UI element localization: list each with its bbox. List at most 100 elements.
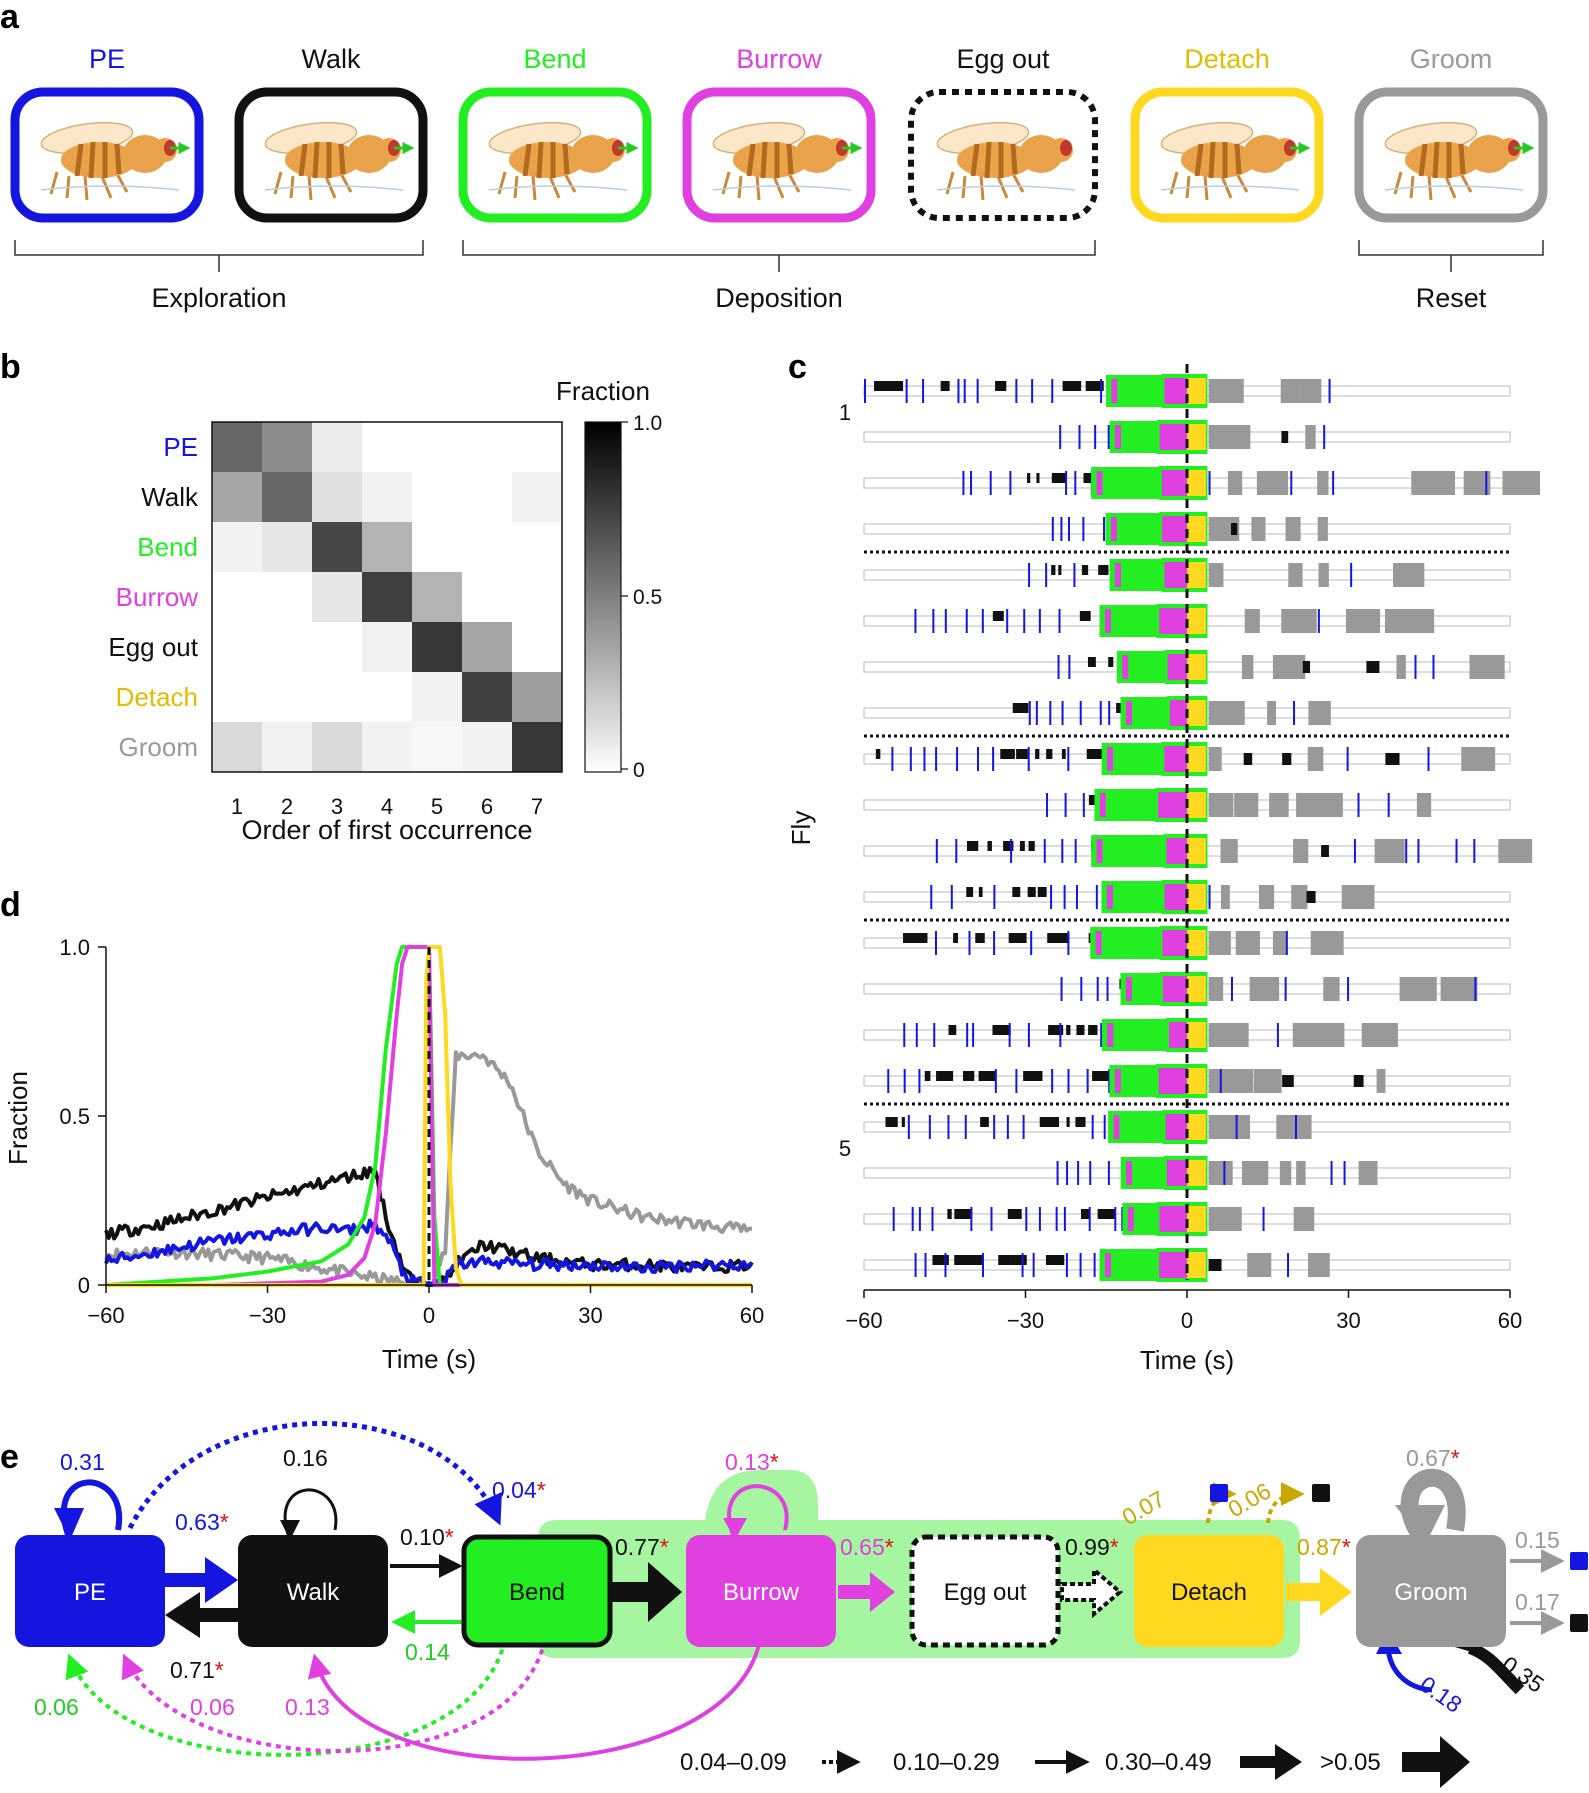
walk-bout [978,1071,997,1081]
walk-bout [1000,749,1015,759]
walk-bout [1036,473,1040,483]
heatmap-cell [412,672,462,722]
pe-bout [923,747,926,771]
walk-bout [1281,431,1289,443]
groom-bout [1317,517,1328,541]
behavior-title: Burrow [736,44,822,74]
groom-bout [1220,1023,1249,1047]
walk-bout [875,749,881,759]
heatmap-cell [512,572,562,622]
heatmap-col-label: 7 [531,794,543,819]
walk-bout [987,841,992,851]
pe-bout [1114,1207,1117,1231]
pe-bout [993,931,996,955]
edge-label-burrow-walk: 0.13 [285,1694,330,1720]
walk-bout [992,1025,1011,1035]
pe-bout [1028,563,1031,587]
egg-out-node [909,1534,1061,1648]
pe-bout [934,931,937,955]
pe-bout [933,1023,936,1047]
pe-bout [1009,471,1012,495]
pe-bout [1046,793,1049,817]
pe-bout [892,1207,895,1231]
colorbar [584,421,622,773]
pe-bout [1061,839,1064,863]
pe-bout [1068,655,1071,679]
edge-label-groom-self: 0.67* [1406,1445,1460,1471]
heatmap-cell [362,672,412,722]
bend-to-pe-arc [65,1639,507,1757]
pe-bout [1208,471,1211,495]
pe-bout [1051,379,1054,403]
detach-bout [1187,838,1206,864]
group-label: Reset [1416,283,1487,313]
pe-bout [1050,885,1053,909]
burrow-bout [1166,1160,1187,1186]
pe-bout [993,885,996,909]
walk-bout [1015,1255,1027,1265]
pe-bout [950,885,953,909]
pe-bout [1021,1253,1024,1277]
pe-bout [907,1115,910,1139]
pe-bout [1106,977,1109,1001]
pe-bout [924,1253,927,1277]
heatmap-cell [212,722,262,772]
pe-bout [1065,471,1068,495]
burrow-bout [1159,608,1187,634]
pe-bout [965,609,968,633]
pe-bout [1008,1023,1011,1047]
burrow-node-label: Burrow [723,1579,800,1606]
pe-bout [935,839,938,863]
legend-label-2: 0.10–0.29 [893,1749,1000,1776]
pe-bout [905,379,908,403]
panel-d-line-chart: −60 −30 0 30 60 0 0.5 1.0 Time (s) Fraction [3,935,764,1374]
groom-bout [1241,655,1254,679]
pe-bout [970,471,973,495]
detach-to-groom-arrow [1286,1568,1352,1616]
pe-bout [963,379,966,403]
heatmap-col-label: 2 [281,794,293,819]
groom-bout [1345,609,1381,633]
pe-bout [1031,379,1034,403]
x-tick-label: 60 [1498,1308,1522,1333]
edge-label-pe-walk: 0.63* [175,1509,229,1535]
pe-bout [903,1069,906,1093]
walk-bout [998,1255,1016,1265]
walk-bout [1048,1025,1064,1035]
burrow-bout [1126,1161,1133,1185]
edge-label-detach-groom: 0.87* [1297,1534,1351,1560]
walk-bout [1003,841,1014,851]
burrow-bout [1127,1207,1134,1231]
burrow-bout [1158,792,1187,818]
walk-bout [978,887,983,897]
burrow-bout [1162,470,1187,496]
pe-bout [1088,1207,1091,1231]
pe-bout [1035,701,1038,725]
heatmap-cell [262,572,312,622]
pe-bout [1067,747,1070,771]
heatmap-cell [262,422,312,472]
burrow-bout [1125,701,1132,725]
pe-bout [1432,655,1435,679]
groom-bout [1329,1023,1345,1047]
walk-node-label: Walk [287,1579,340,1606]
heatmap-cell [462,572,512,622]
burrow-bout [1164,746,1187,772]
pe-bout [1262,1207,1265,1231]
bend-node [461,1534,613,1648]
pe-bout [972,1023,975,1047]
heatmap-cell [262,722,312,772]
walk-bout [1051,473,1067,483]
heatmap-cell [212,472,262,522]
heatmap-cell [212,622,262,672]
burrow-bout [1113,1115,1120,1139]
groom-bout [1440,977,1478,1001]
walk-bout [1231,523,1238,535]
groom-bout [1230,425,1251,449]
pe-bout [1022,1115,1025,1139]
heatmap-cell [362,572,412,622]
walk-bout [1012,887,1021,897]
pe-bout [1079,1253,1082,1277]
line-series-pe [104,1218,754,1287]
groom-bout [1208,425,1235,449]
